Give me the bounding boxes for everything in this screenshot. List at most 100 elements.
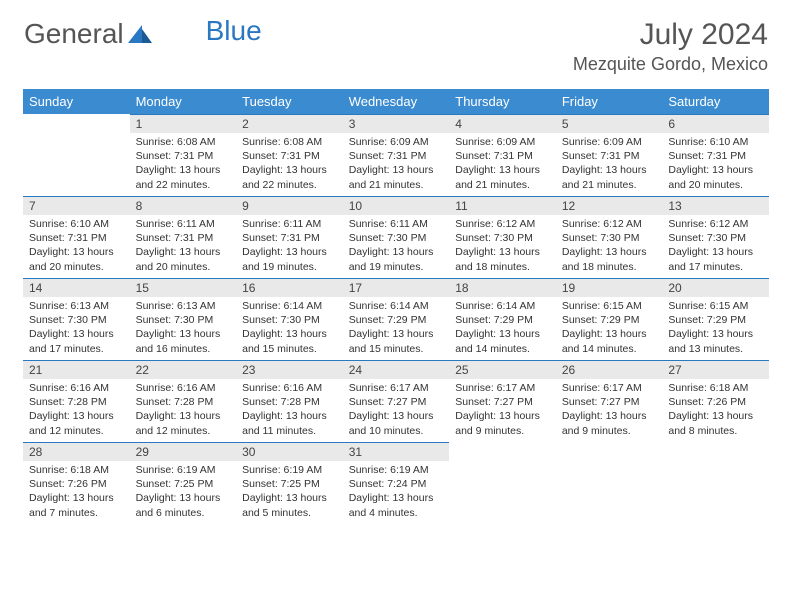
day-cell: 7Sunrise: 6:10 AMSunset: 7:31 PMDaylight… <box>23 196 130 278</box>
daylight-line2: and 13 minutes. <box>668 342 763 356</box>
sunrise-text: Sunrise: 6:12 AM <box>668 217 763 231</box>
daylight-line1: Daylight: 13 hours <box>136 409 231 423</box>
daylight-line1: Daylight: 13 hours <box>29 409 124 423</box>
dayhead-wed: Wednesday <box>343 89 450 114</box>
daylight-line2: and 15 minutes. <box>242 342 337 356</box>
sunrise-text: Sunrise: 6:12 AM <box>562 217 657 231</box>
daylight-line1: Daylight: 13 hours <box>562 245 657 259</box>
daylight-line1: Daylight: 13 hours <box>349 491 444 505</box>
day-number: 12 <box>556 196 663 215</box>
day-cell: 29Sunrise: 6:19 AMSunset: 7:25 PMDayligh… <box>130 442 237 524</box>
daylight-line2: and 21 minutes. <box>349 178 444 192</box>
logo-text-general: General <box>24 18 124 50</box>
daylight-line2: and 4 minutes. <box>349 506 444 520</box>
day-number: 17 <box>343 278 450 297</box>
sunset-text: Sunset: 7:30 PM <box>455 231 550 245</box>
day-data: Sunrise: 6:13 AMSunset: 7:30 PMDaylight:… <box>23 297 130 360</box>
day-data: Sunrise: 6:13 AMSunset: 7:30 PMDaylight:… <box>130 297 237 360</box>
day-data: Sunrise: 6:08 AMSunset: 7:31 PMDaylight:… <box>236 133 343 196</box>
title-block: July 2024 Mezquite Gordo, Mexico <box>573 18 768 75</box>
sunset-text: Sunset: 7:31 PM <box>562 149 657 163</box>
day-data: Sunrise: 6:11 AMSunset: 7:31 PMDaylight:… <box>236 215 343 278</box>
day-cell: 22Sunrise: 6:16 AMSunset: 7:28 PMDayligh… <box>130 360 237 442</box>
day-cell: 23Sunrise: 6:16 AMSunset: 7:28 PMDayligh… <box>236 360 343 442</box>
day-cell: 8Sunrise: 6:11 AMSunset: 7:31 PMDaylight… <box>130 196 237 278</box>
day-data: Sunrise: 6:18 AMSunset: 7:26 PMDaylight:… <box>23 461 130 524</box>
day-cell: 2Sunrise: 6:08 AMSunset: 7:31 PMDaylight… <box>236 114 343 196</box>
day-data: Sunrise: 6:10 AMSunset: 7:31 PMDaylight:… <box>662 133 769 196</box>
dayhead-tue: Tuesday <box>236 89 343 114</box>
day-data: Sunrise: 6:15 AMSunset: 7:29 PMDaylight:… <box>556 297 663 360</box>
sunset-text: Sunset: 7:26 PM <box>668 395 763 409</box>
day-cell: 14Sunrise: 6:13 AMSunset: 7:30 PMDayligh… <box>23 278 130 360</box>
day-cell <box>449 442 556 524</box>
day-cell <box>23 114 130 196</box>
sunset-text: Sunset: 7:24 PM <box>349 477 444 491</box>
day-cell: 10Sunrise: 6:11 AMSunset: 7:30 PMDayligh… <box>343 196 450 278</box>
sunset-text: Sunset: 7:30 PM <box>242 313 337 327</box>
day-cell: 5Sunrise: 6:09 AMSunset: 7:31 PMDaylight… <box>556 114 663 196</box>
daylight-line2: and 19 minutes. <box>349 260 444 274</box>
sunrise-text: Sunrise: 6:09 AM <box>562 135 657 149</box>
day-data: Sunrise: 6:09 AMSunset: 7:31 PMDaylight:… <box>556 133 663 196</box>
logo-text-blue: Blue <box>206 15 262 47</box>
daylight-line1: Daylight: 13 hours <box>136 327 231 341</box>
day-data: Sunrise: 6:14 AMSunset: 7:30 PMDaylight:… <box>236 297 343 360</box>
sunset-text: Sunset: 7:30 PM <box>562 231 657 245</box>
day-number: 25 <box>449 360 556 379</box>
week-row: 7Sunrise: 6:10 AMSunset: 7:31 PMDaylight… <box>23 196 769 278</box>
day-data: Sunrise: 6:17 AMSunset: 7:27 PMDaylight:… <box>556 379 663 442</box>
daylight-line1: Daylight: 13 hours <box>242 491 337 505</box>
daylight-line2: and 21 minutes. <box>562 178 657 192</box>
daylight-line2: and 20 minutes. <box>29 260 124 274</box>
week-row: 14Sunrise: 6:13 AMSunset: 7:30 PMDayligh… <box>23 278 769 360</box>
day-number: 10 <box>343 196 450 215</box>
daylight-line2: and 22 minutes. <box>242 178 337 192</box>
sunrise-text: Sunrise: 6:13 AM <box>29 299 124 313</box>
day-number: 22 <box>130 360 237 379</box>
sunrise-text: Sunrise: 6:17 AM <box>455 381 550 395</box>
sunrise-text: Sunrise: 6:14 AM <box>242 299 337 313</box>
sunset-text: Sunset: 7:30 PM <box>29 313 124 327</box>
day-number: 26 <box>556 360 663 379</box>
daylight-line1: Daylight: 13 hours <box>349 163 444 177</box>
sunrise-text: Sunrise: 6:11 AM <box>349 217 444 231</box>
daylight-line1: Daylight: 13 hours <box>349 409 444 423</box>
sunrise-text: Sunrise: 6:19 AM <box>242 463 337 477</box>
daylight-line1: Daylight: 13 hours <box>242 163 337 177</box>
daylight-line1: Daylight: 13 hours <box>136 491 231 505</box>
daylight-line2: and 17 minutes. <box>668 260 763 274</box>
sunrise-text: Sunrise: 6:19 AM <box>349 463 444 477</box>
sunrise-text: Sunrise: 6:16 AM <box>242 381 337 395</box>
sunset-text: Sunset: 7:31 PM <box>455 149 550 163</box>
sunset-text: Sunset: 7:29 PM <box>349 313 444 327</box>
day-number: 13 <box>662 196 769 215</box>
day-data: Sunrise: 6:16 AMSunset: 7:28 PMDaylight:… <box>23 379 130 442</box>
day-data: Sunrise: 6:12 AMSunset: 7:30 PMDaylight:… <box>449 215 556 278</box>
daylight-line2: and 8 minutes. <box>668 424 763 438</box>
day-number: 14 <box>23 278 130 297</box>
day-data: Sunrise: 6:09 AMSunset: 7:31 PMDaylight:… <box>449 133 556 196</box>
dayhead-thu: Thursday <box>449 89 556 114</box>
sunrise-text: Sunrise: 6:15 AM <box>562 299 657 313</box>
day-number: 7 <box>23 196 130 215</box>
day-cell: 30 Sunrise: 6:19 AMSunset: 7:25 PMDayligh… <box>236 442 343 524</box>
day-data: Sunrise: 6:12 AMSunset: 7:30 PMDaylight:… <box>556 215 663 278</box>
day-data: Sunrise: 6:12 AMSunset: 7:30 PMDaylight:… <box>662 215 769 278</box>
day-cell: 18Sunrise: 6:14 AMSunset: 7:29 PMDayligh… <box>449 278 556 360</box>
day-cell: 4Sunrise: 6:09 AMSunset: 7:31 PMDaylight… <box>449 114 556 196</box>
sunrise-text: Sunrise: 6:10 AM <box>668 135 763 149</box>
daylight-line2: and 14 minutes. <box>562 342 657 356</box>
day-number: 30 <box>236 442 343 461</box>
day-cell <box>556 442 663 524</box>
sunset-text: Sunset: 7:31 PM <box>136 231 231 245</box>
day-data: Sunrise: 6:17 AMSunset: 7:27 PMDaylight:… <box>343 379 450 442</box>
sunset-text: Sunset: 7:28 PM <box>29 395 124 409</box>
day-number: 2 <box>236 114 343 133</box>
sunrise-text: Sunrise: 6:08 AM <box>136 135 231 149</box>
daylight-line2: and 11 minutes. <box>242 424 337 438</box>
day-data: Sunrise: 6:10 AMSunset: 7:31 PMDaylight:… <box>23 215 130 278</box>
daylight-line2: and 18 minutes. <box>562 260 657 274</box>
sunset-text: Sunset: 7:25 PM <box>242 477 337 491</box>
daylight-line2: and 14 minutes. <box>455 342 550 356</box>
